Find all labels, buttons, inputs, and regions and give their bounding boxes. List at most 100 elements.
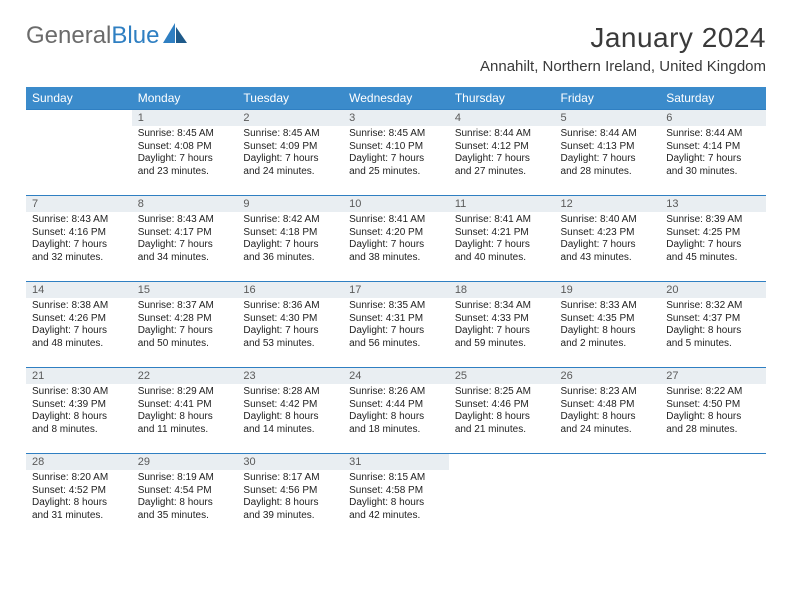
sunrise-line: Sunrise: 8:45 AM	[243, 128, 337, 141]
calendar-day-cell: 18Sunrise: 8:34 AMSunset: 4:33 PMDayligh…	[449, 282, 555, 368]
day-number: 12	[555, 196, 661, 212]
sunrise-line: Sunrise: 8:28 AM	[243, 386, 337, 399]
logo: GeneralBlue	[26, 22, 189, 50]
sunrise-line: Sunrise: 8:19 AM	[138, 472, 232, 485]
day-details: Sunrise: 8:41 AMSunset: 4:20 PMDaylight:…	[343, 212, 449, 268]
sunrise-line: Sunrise: 8:43 AM	[138, 214, 232, 227]
daylight-line2: and 35 minutes.	[138, 510, 232, 523]
sunrise-line: Sunrise: 8:38 AM	[32, 300, 126, 313]
sunrise-line: Sunrise: 8:44 AM	[455, 128, 549, 141]
daylight-line2: and 28 minutes.	[666, 424, 760, 437]
day-details: Sunrise: 8:43 AMSunset: 4:16 PMDaylight:…	[26, 212, 132, 268]
day-header: Wednesday	[343, 87, 449, 110]
daylight-line2: and 24 minutes.	[243, 166, 337, 179]
day-details: Sunrise: 8:33 AMSunset: 4:35 PMDaylight:…	[555, 298, 661, 354]
calendar-day-cell	[555, 454, 661, 540]
daylight-line1: Daylight: 7 hours	[138, 239, 232, 252]
daylight-line1: Daylight: 7 hours	[561, 239, 655, 252]
daylight-line2: and 27 minutes.	[455, 166, 549, 179]
sunset-line: Sunset: 4:18 PM	[243, 227, 337, 240]
daylight-line2: and 42 minutes.	[349, 510, 443, 523]
day-details: Sunrise: 8:39 AMSunset: 4:25 PMDaylight:…	[660, 212, 766, 268]
daylight-line2: and 53 minutes.	[243, 338, 337, 351]
calendar-day-cell: 23Sunrise: 8:28 AMSunset: 4:42 PMDayligh…	[237, 368, 343, 454]
day-details: Sunrise: 8:41 AMSunset: 4:21 PMDaylight:…	[449, 212, 555, 268]
sunrise-line: Sunrise: 8:22 AM	[666, 386, 760, 399]
day-number: 28	[26, 454, 132, 470]
sunset-line: Sunset: 4:54 PM	[138, 485, 232, 498]
daylight-line1: Daylight: 8 hours	[32, 411, 126, 424]
logo-word2: Blue	[111, 22, 159, 50]
daylight-line2: and 28 minutes.	[561, 166, 655, 179]
sunset-line: Sunset: 4:08 PM	[138, 141, 232, 154]
daylight-line1: Daylight: 7 hours	[349, 325, 443, 338]
day-number: 14	[26, 282, 132, 298]
daylight-line1: Daylight: 7 hours	[138, 325, 232, 338]
sunset-line: Sunset: 4:31 PM	[349, 313, 443, 326]
day-header: Saturday	[660, 87, 766, 110]
daylight-line2: and 25 minutes.	[349, 166, 443, 179]
day-number: 24	[343, 368, 449, 384]
calendar-day-cell: 17 Sunrise: 8:35 AMSunset: 4:31 PMDayligh…	[343, 282, 449, 368]
day-details: Sunrise: 8:29 AMSunset: 4:41 PMDaylight:…	[132, 384, 238, 440]
daylight-line2: and 32 minutes.	[32, 252, 126, 265]
daylight-line1: Daylight: 7 hours	[349, 153, 443, 166]
calendar-day-cell: 12Sunrise: 8:40 AMSunset: 4:23 PMDayligh…	[555, 196, 661, 282]
sunset-line: Sunset: 4:33 PM	[455, 313, 549, 326]
day-number: 19	[555, 282, 661, 298]
daylight-line1: Daylight: 8 hours	[243, 411, 337, 424]
calendar-day-cell: 4Sunrise: 8:44 AMSunset: 4:12 PMDaylight…	[449, 110, 555, 196]
sunset-line: Sunset: 4:12 PM	[455, 141, 549, 154]
day-header: Monday	[132, 87, 238, 110]
sunset-line: Sunset: 4:25 PM	[666, 227, 760, 240]
day-number: 29	[132, 454, 238, 470]
sunset-line: Sunset: 4:17 PM	[138, 227, 232, 240]
sunrise-line: Sunrise: 8:34 AM	[455, 300, 549, 313]
logo-sail-icon	[163, 23, 189, 43]
daylight-line1: Daylight: 8 hours	[349, 497, 443, 510]
calendar-day-cell: 25Sunrise: 8:25 AMSunset: 4:46 PMDayligh…	[449, 368, 555, 454]
daylight-line2: and 43 minutes.	[561, 252, 655, 265]
daylight-line2: and 30 minutes.	[666, 166, 760, 179]
calendar-day-cell: 22Sunrise: 8:29 AMSunset: 4:41 PMDayligh…	[132, 368, 238, 454]
daylight-line1: Daylight: 7 hours	[243, 239, 337, 252]
day-details: Sunrise: 8:32 AMSunset: 4:37 PMDaylight:…	[660, 298, 766, 354]
sunset-line: Sunset: 4:39 PM	[32, 399, 126, 412]
calendar-day-cell: 9Sunrise: 8:42 AMSunset: 4:18 PMDaylight…	[237, 196, 343, 282]
sunrise-line: Sunrise: 8:35 AM	[349, 300, 443, 313]
day-number: 15	[132, 282, 238, 298]
day-number: 11	[449, 196, 555, 212]
day-header: Friday	[555, 87, 661, 110]
daylight-line1: Daylight: 8 hours	[561, 411, 655, 424]
sunset-line: Sunset: 4:09 PM	[243, 141, 337, 154]
sunset-line: Sunset: 4:20 PM	[349, 227, 443, 240]
calendar-week-row: 1Sunrise: 8:45 AMSunset: 4:08 PMDaylight…	[26, 110, 766, 196]
sunset-line: Sunset: 4:50 PM	[666, 399, 760, 412]
day-details: Sunrise: 8:19 AMSunset: 4:54 PMDaylight:…	[132, 470, 238, 526]
sunrise-line: Sunrise: 8:40 AM	[561, 214, 655, 227]
sunrise-line: Sunrise: 8:23 AM	[561, 386, 655, 399]
daylight-line2: and 50 minutes.	[138, 338, 232, 351]
day-details: Sunrise: 8:20 AMSunset: 4:52 PMDaylight:…	[26, 470, 132, 526]
sunset-line: Sunset: 4:30 PM	[243, 313, 337, 326]
day-details: Sunrise: 8:44 AMSunset: 4:12 PMDaylight:…	[449, 126, 555, 182]
sunset-line: Sunset: 4:41 PM	[138, 399, 232, 412]
calendar-day-cell: 5Sunrise: 8:44 AMSunset: 4:13 PMDaylight…	[555, 110, 661, 196]
day-details: Sunrise: 8:23 AMSunset: 4:48 PMDaylight:…	[555, 384, 661, 440]
day-number	[449, 454, 555, 458]
daylight-line1: Daylight: 7 hours	[349, 239, 443, 252]
calendar-day-cell	[449, 454, 555, 540]
daylight-line1: Daylight: 7 hours	[666, 239, 760, 252]
day-number: 17	[343, 282, 449, 298]
day-details: Sunrise: 8:30 AMSunset: 4:39 PMDaylight:…	[26, 384, 132, 440]
day-number: 27	[660, 368, 766, 384]
calendar-day-cell: 3Sunrise: 8:45 AMSunset: 4:10 PMDaylight…	[343, 110, 449, 196]
sunset-line: Sunset: 4:46 PM	[455, 399, 549, 412]
sunrise-line: Sunrise: 8:42 AM	[243, 214, 337, 227]
sunrise-line: Sunrise: 8:44 AM	[561, 128, 655, 141]
sunset-line: Sunset: 4:37 PM	[666, 313, 760, 326]
day-number: 3	[343, 110, 449, 126]
day-details: Sunrise: 8:37 AMSunset: 4:28 PMDaylight:…	[132, 298, 238, 354]
daylight-line1: Daylight: 7 hours	[32, 239, 126, 252]
page-title: January 2024	[480, 22, 766, 54]
